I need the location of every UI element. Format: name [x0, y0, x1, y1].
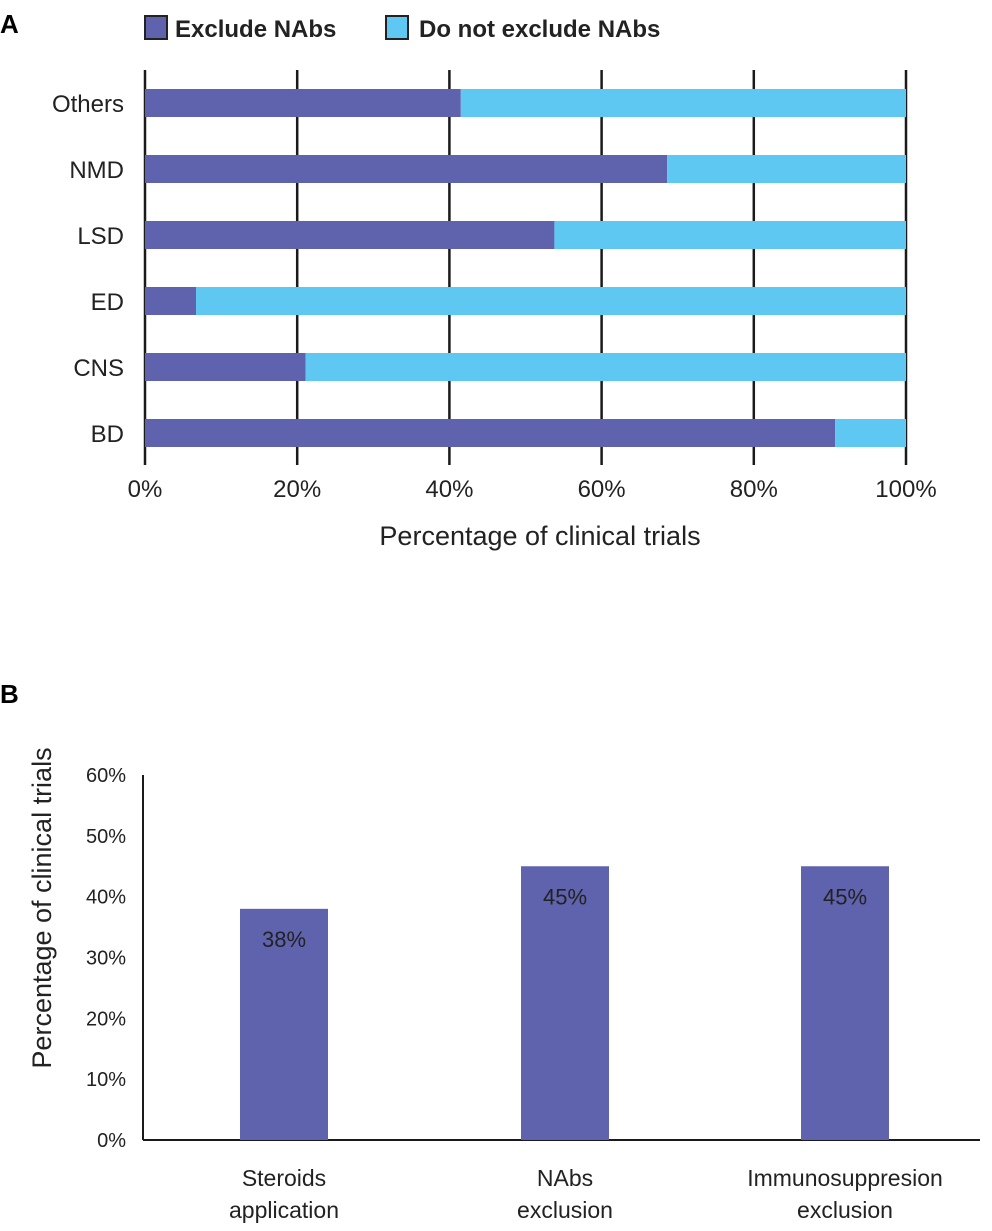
bar-segment [145, 221, 555, 249]
category-labels-a: Others NMD LSD ED CNS BD [52, 91, 124, 448]
bars-a [145, 89, 906, 447]
category-label: CNS [73, 355, 124, 382]
panel-b-letter: B [0, 679, 19, 709]
bar-segment [835, 419, 906, 447]
data-label: 38% [262, 927, 306, 952]
category-label: Steroids [242, 1165, 326, 1191]
x-tick-label: 60% [578, 476, 626, 503]
data-labels-b: 38% 45% 45% [262, 884, 867, 952]
category-label: exclusion [797, 1197, 893, 1223]
bar-segment [195, 287, 906, 315]
y-tick-label: 30% [86, 948, 126, 970]
bar-segment [145, 353, 306, 381]
bar [240, 908, 328, 1140]
bar-segment [145, 287, 196, 315]
x-tick-label: 20% [273, 476, 321, 503]
bar-segment [145, 89, 461, 117]
y-tick-label: 10% [86, 1069, 126, 1091]
panel-a: A Exclude NAbs Do not exclude NAbs Others… [0, 9, 937, 551]
x-tick-label: 100% [875, 476, 936, 503]
bars-b [240, 866, 889, 1140]
bar-segment [145, 419, 836, 447]
bar-segment [554, 221, 906, 249]
legend-label: Exclude NAbs [175, 16, 336, 43]
category-label: BD [91, 421, 124, 448]
y-tick-label: 60% [86, 765, 126, 787]
gridlines-a [143, 70, 908, 465]
category-label: LSD [77, 223, 124, 250]
y-tick-label: 40% [86, 887, 126, 909]
x-tick-label: 80% [730, 476, 778, 503]
bar-segment [305, 353, 906, 381]
bar [801, 866, 889, 1140]
category-label: NMD [69, 157, 124, 184]
y-axis-title-b: Percentage of clinical trials [27, 747, 57, 1068]
category-label: Others [52, 91, 124, 118]
legend-swatch [385, 15, 409, 40]
category-label: ED [91, 289, 124, 316]
panel-b: B 0% 10% 20% 30% 40% 50% 60% Steroids applicati… [0, 679, 980, 1223]
y-tick-label: 20% [86, 1008, 126, 1030]
bar-segment [460, 89, 906, 117]
y-tick-labels-b: 0% 10% 20% 30% 40% 50% 60% [86, 765, 126, 1152]
category-label: application [229, 1197, 339, 1223]
x-tick-label: 40% [425, 476, 473, 503]
category-label: Immunosuppresion [747, 1165, 943, 1191]
legend-label: Do not exclude NAbs [419, 16, 660, 43]
legend-a: Exclude NAbs Do not exclude NAbs [144, 15, 660, 43]
x-tick-label: 0% [128, 476, 163, 503]
legend-swatch [144, 15, 168, 40]
x-axis-title-a: Percentage of clinical trials [379, 521, 700, 551]
data-label: 45% [823, 884, 867, 909]
category-labels-b: Steroids application NAbs exclusion Immunosu… [229, 1165, 943, 1223]
category-label: exclusion [517, 1197, 613, 1223]
y-tick-label: 50% [86, 826, 126, 848]
x-tick-labels-a: 0% 20% 40% 60% 80% 100% [128, 476, 937, 503]
bar [521, 866, 609, 1140]
bar-segment [667, 155, 906, 183]
y-tick-label: 0% [97, 1130, 126, 1152]
panel-a-letter: A [0, 9, 19, 39]
bar-segment [145, 155, 668, 183]
category-label: NAbs [537, 1165, 593, 1191]
data-label: 45% [543, 884, 587, 909]
